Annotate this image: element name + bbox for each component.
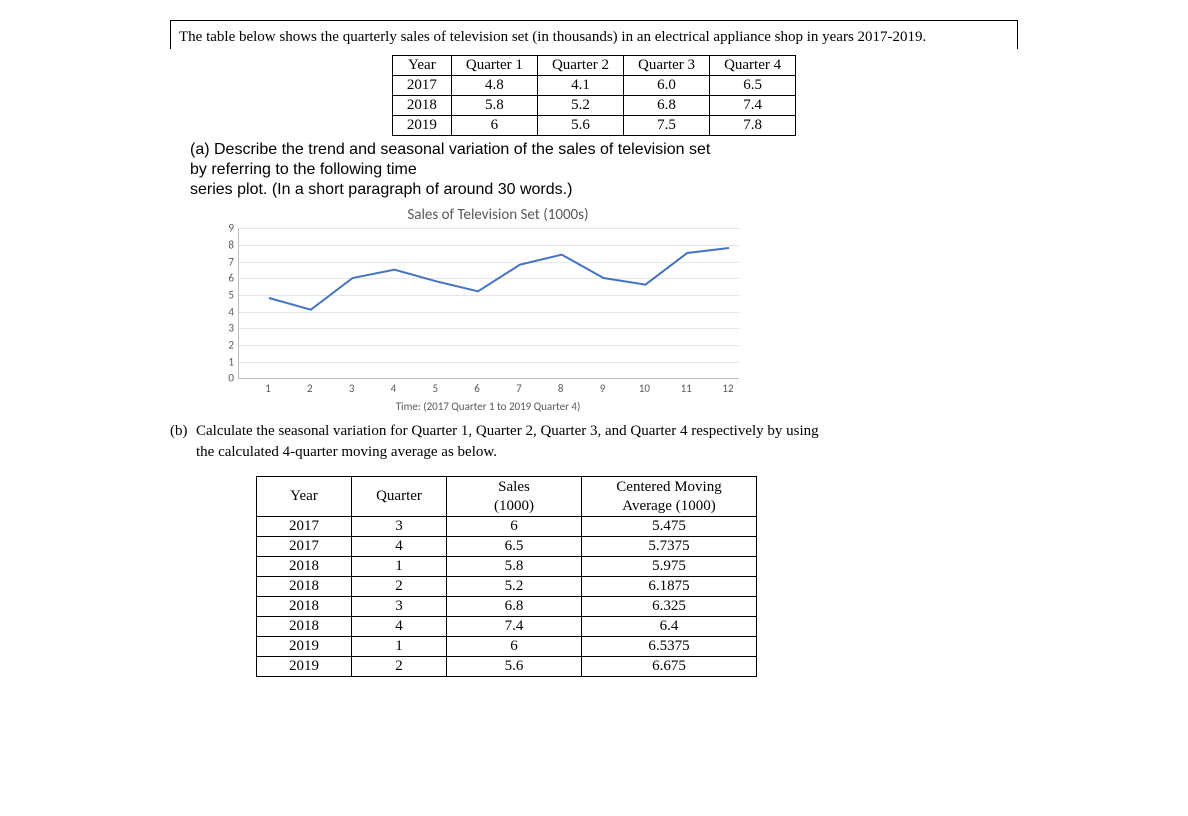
th-q1: Quarter 1 <box>451 56 537 76</box>
th-sales: Sales(1000) <box>447 476 582 517</box>
line-chart: 0123456789 123456789101112 <box>216 228 1018 378</box>
x-tick-label: 3 <box>349 382 355 395</box>
sales-table: Year Quarter 1 Quarter 2 Quarter 3 Quart… <box>392 55 796 136</box>
y-tick-label: 3 <box>228 322 234 335</box>
table-row: 201925.66.675 <box>257 657 757 677</box>
part-b-line1: Calculate the seasonal variation for Qua… <box>196 423 819 439</box>
part-a-line2: by referring to the following time <box>190 160 998 180</box>
table-header-row: Year Quarter 1 Quarter 2 Quarter 3 Quart… <box>392 56 795 76</box>
y-tick-label: 4 <box>228 305 234 318</box>
intro-text: The table below shows the quarterly sale… <box>179 27 1009 47</box>
th-year: Year <box>257 476 352 517</box>
x-tick-label: 7 <box>516 382 522 395</box>
table-row: 201847.46.4 <box>257 617 757 637</box>
y-tick-label: 5 <box>228 288 234 301</box>
th-year: Year <box>392 56 451 76</box>
x-tick-label: 10 <box>639 382 650 395</box>
moving-average-table: Year Quarter Sales(1000) Centered Moving… <box>256 476 757 678</box>
part-a-line1: (a) Describe the trend and seasonal vari… <box>190 140 998 160</box>
table-row: 2019 6 5.6 7.5 7.8 <box>392 116 795 136</box>
y-tick-label: 8 <box>228 238 234 251</box>
table-row: 201746.55.7375 <box>257 537 757 557</box>
th-q3: Quarter 3 <box>624 56 710 76</box>
th-cma: Centered MovingAverage (1000) <box>582 476 757 517</box>
table-row: 2018 5.8 5.2 6.8 7.4 <box>392 96 795 116</box>
y-tick-label: 9 <box>228 222 234 235</box>
x-tick-label: 5 <box>432 382 438 395</box>
y-tick-label: 6 <box>228 272 234 285</box>
part-b-prompt: (b)Calculate the seasonal variation for … <box>170 421 1018 462</box>
chart-svg <box>239 228 739 378</box>
x-axis-title: Time: (2017 Quarter 1 to 2019 Quarter 4) <box>238 400 738 413</box>
x-tick-label: 9 <box>600 382 606 395</box>
data-line <box>269 248 729 310</box>
x-tick-label: 1 <box>265 382 271 395</box>
th-quarter: Quarter <box>352 476 447 517</box>
table-row: 2017 4.8 4.1 6.0 6.5 <box>392 76 795 96</box>
table-row: 201836.86.325 <box>257 597 757 617</box>
x-tick-label: 8 <box>558 382 564 395</box>
part-a-prompt: (a) Describe the trend and seasonal vari… <box>190 140 998 200</box>
part-b-label: (b) <box>170 421 196 441</box>
x-tick-label: 4 <box>391 382 397 395</box>
x-axis-labels: 123456789101112 <box>238 382 738 396</box>
part-b-line2: the calculated 4-quarter moving average … <box>196 442 1018 462</box>
table-row: 2017365.475 <box>257 517 757 537</box>
chart-title: Sales of Television Set (1000s) <box>238 206 758 224</box>
document-page: The table below shows the quarterly sale… <box>0 0 1188 816</box>
x-tick-label: 6 <box>474 382 480 395</box>
problem-header-box: The table below shows the quarterly sale… <box>170 20 1018 49</box>
table-row: 201815.85.975 <box>257 557 757 577</box>
plot-area <box>238 228 739 379</box>
x-tick-label: 2 <box>307 382 313 395</box>
y-axis-labels: 0123456789 <box>216 228 234 378</box>
part-a-line3: series plot. (In a short paragraph of ar… <box>190 180 998 200</box>
y-tick-label: 0 <box>228 372 234 385</box>
y-tick-label: 7 <box>228 255 234 268</box>
table-row: 201825.26.1875 <box>257 577 757 597</box>
th-q2: Quarter 2 <box>537 56 623 76</box>
y-tick-label: 2 <box>228 338 234 351</box>
x-tick-label: 12 <box>722 382 733 395</box>
th-q4: Quarter 4 <box>710 56 796 76</box>
table-row: 2019166.5375 <box>257 637 757 657</box>
x-tick-label: 11 <box>681 382 692 395</box>
table-header-row: Year Quarter Sales(1000) Centered Moving… <box>257 476 757 517</box>
chart-container: Sales of Television Set (1000s) 01234567… <box>216 206 1018 413</box>
y-tick-label: 1 <box>228 355 234 368</box>
